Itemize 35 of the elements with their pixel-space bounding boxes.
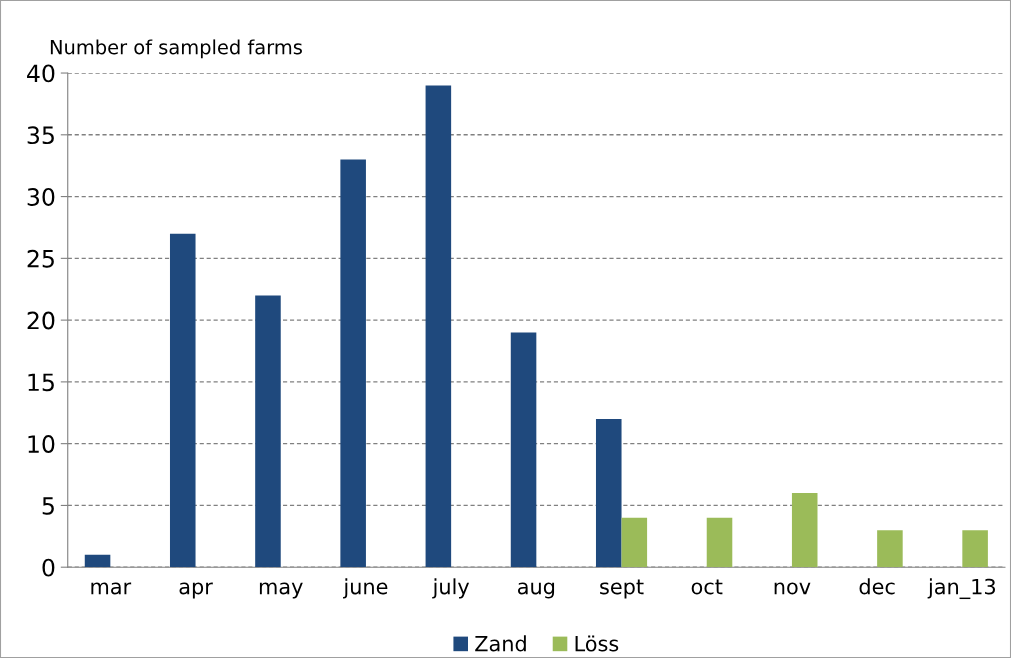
y-axis-title: Number of sampled farms [50, 39, 302, 59]
bar [425, 85, 452, 568]
bar [340, 159, 366, 568]
y-tick-label: 20 [27, 311, 55, 330]
y-tick-label: 40 [27, 64, 55, 83]
bar [595, 418, 622, 568]
bar [169, 233, 196, 568]
x-tick-label: oct [691, 579, 723, 595]
x-tick-label: dec [859, 578, 895, 595]
legend-label: Löss [575, 635, 619, 652]
bar [791, 493, 818, 568]
bar [255, 295, 281, 568]
x-tick-label: mar [91, 582, 132, 595]
bar [962, 530, 988, 568]
y-tick-label: 15 [28, 373, 54, 392]
x-tick-label: nov [774, 582, 811, 595]
bar [706, 517, 733, 568]
x-tick-label: may [259, 582, 303, 599]
y-tick-label: 25 [27, 249, 54, 268]
bar [84, 554, 111, 568]
x-tick-label: jan_13 [927, 578, 996, 600]
y-tick-label: 35 [27, 126, 54, 145]
x-tick-label: apr [179, 582, 213, 599]
x-tick-label: aug [517, 582, 555, 599]
bar [621, 517, 648, 568]
bar [877, 530, 903, 568]
y-tick-label: 30 [27, 188, 55, 206]
x-tick-label: july [432, 578, 470, 599]
y-tick-label: 0 [42, 558, 55, 577]
y-tick-label: 5 [42, 497, 54, 515]
bar [510, 332, 537, 568]
x-tick-label: june [343, 578, 388, 599]
x-tick-label: sept [600, 579, 644, 599]
y-tick-label: 10 [28, 435, 55, 453]
legend-label: Zand [475, 635, 526, 652]
